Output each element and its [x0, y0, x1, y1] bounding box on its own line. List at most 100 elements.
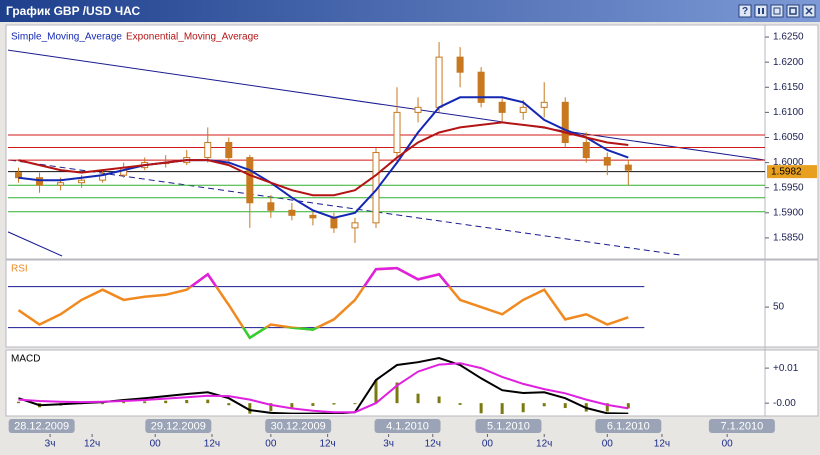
window-buttons: ? [738, 4, 816, 18]
candle-body [246, 157, 254, 204]
icon [805, 7, 813, 15]
candle-body [540, 101, 548, 108]
candle-body [456, 56, 464, 73]
candle-body [267, 202, 275, 211]
moving-average-line [18, 121, 629, 197]
macd-histogram-bar [311, 403, 315, 406]
candle-body [477, 71, 485, 103]
x-tick-label: 6.1.2010 [607, 420, 650, 432]
macd-histogram-bar [374, 380, 378, 404]
y-tick-label: 1.5850 [773, 233, 804, 244]
x-tick-label: 28.12.2009 [14, 420, 69, 432]
y-tick-label: 1.6200 [773, 57, 804, 68]
window-title: График GBP /USD ЧАС [6, 4, 140, 18]
last-price-label: 1.5982 [771, 166, 802, 177]
trendline [8, 49, 765, 161]
macd-histogram-bar [227, 403, 231, 406]
x-minor-tick-label: 12ч [204, 439, 220, 450]
x-minor-tick-label: 3ч [383, 439, 394, 450]
candle-body [225, 142, 233, 159]
trendline [10, 159, 680, 256]
candle-body [435, 56, 443, 108]
macd-histogram-bar [248, 403, 252, 414]
candle-body [204, 142, 212, 159]
icon [789, 7, 797, 15]
help-button-label: ? [742, 6, 748, 17]
split-button[interactable] [770, 4, 784, 18]
x-tick-box [595, 419, 662, 433]
candle-body [498, 101, 506, 113]
main-plot [8, 42, 765, 257]
macd-plot [17, 356, 630, 414]
y-tick-label: 1.6250 [773, 32, 804, 43]
y-tick-label: 1.5900 [773, 207, 804, 218]
y-tick-label: -0.00 [773, 398, 796, 409]
candle-body [57, 182, 65, 186]
macd-histogram-bar [626, 403, 630, 409]
candle-body [561, 101, 569, 144]
rsi-plot [8, 266, 645, 340]
macd-histogram-bar [416, 393, 420, 404]
help-button[interactable] [738, 4, 752, 18]
macd-panel [5, 349, 819, 417]
x-minor-tick-label: 00 [722, 439, 734, 450]
macd-histogram-bar [332, 403, 336, 405]
macd-histogram-bar [437, 396, 441, 404]
candle-body [582, 142, 590, 159]
y-tick-label: 1.5950 [773, 182, 804, 193]
icon [773, 7, 781, 15]
macd-histogram-bar [458, 403, 462, 405]
candle-body [519, 106, 527, 113]
candle-body [78, 179, 86, 184]
macd-histogram-bar [185, 399, 189, 404]
moving-average-line [18, 96, 629, 219]
x-tick-box [265, 419, 332, 433]
minimize-button[interactable] [786, 4, 800, 18]
x-tick-box [708, 419, 775, 433]
title-bar [0, 0, 820, 22]
macd-histogram-bar [500, 403, 504, 414]
candle-body [624, 164, 632, 171]
candle-body [288, 209, 296, 216]
x-tick-box [8, 419, 75, 433]
macd-histogram-bar [143, 401, 147, 404]
macd-histogram-bar [479, 403, 483, 414]
y-tick-label: 1.6150 [773, 82, 804, 93]
x-minor-tick-label: 12ч [319, 439, 335, 450]
macd-histogram-bar [521, 403, 525, 413]
macd-histogram-bar [122, 402, 126, 404]
x-minor-tick-label: 3ч [45, 439, 56, 450]
legend-entry: Simple_Moving_Average [11, 32, 122, 43]
y-tick-label: 1.6050 [773, 132, 804, 143]
x-minor-tick-label: 12ч [536, 439, 552, 450]
y-tick-label: 1.6100 [773, 107, 804, 118]
x-tick-label: 29.12.2009 [151, 420, 206, 432]
macd-histogram-bar [269, 403, 273, 412]
trendline [8, 231, 63, 257]
rsi-panel [5, 259, 819, 348]
macd-histogram-bar [353, 403, 357, 405]
x-tick-label: 5.1.2010 [487, 420, 530, 432]
macd-histogram-bar [101, 403, 105, 405]
candle-body [351, 222, 359, 229]
x-tick-box [374, 419, 441, 433]
candle-body [309, 214, 317, 219]
y-tick-label: +0.01 [773, 363, 799, 374]
x-minor-tick-label: 12ч [84, 439, 100, 450]
x-minor-tick-label: 00 [150, 439, 162, 450]
candle-body [603, 157, 611, 166]
macd-histogram-bar [395, 382, 399, 404]
candle-body [15, 172, 23, 179]
candle-body [330, 217, 338, 229]
macd-line [18, 362, 629, 414]
panel-title: RSI [11, 264, 28, 275]
x-tick-label: 7.1.2010 [720, 420, 763, 432]
candle-body [414, 106, 422, 113]
macd-histogram-bar [164, 400, 168, 404]
x-minor-tick-label: 12ч [425, 439, 441, 450]
icon [762, 8, 764, 14]
tile-button[interactable] [754, 4, 768, 18]
panel-title: MACD [11, 354, 40, 365]
last-price-box [767, 165, 817, 179]
